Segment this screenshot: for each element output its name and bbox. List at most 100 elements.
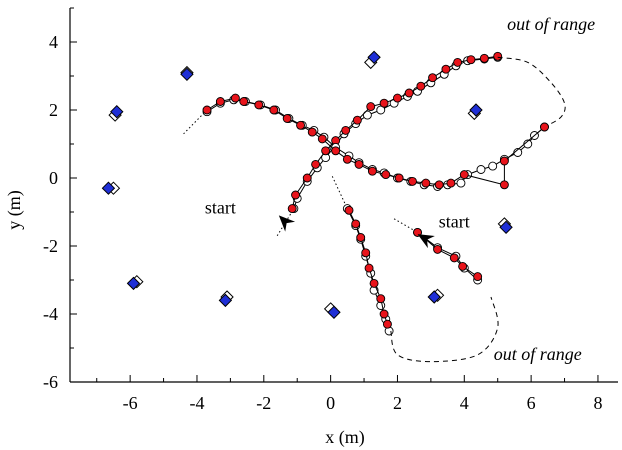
x-tick-label: -4: [189, 393, 204, 413]
trajectory-1-out-estimate-point: [369, 278, 379, 288]
trajectory-0-return-estimate-point: [254, 100, 264, 110]
trajectory-2-out-estimate-point: [458, 261, 468, 271]
trajectory-0-return-estimate-point: [499, 156, 509, 166]
trajectory-0-return-true-point: [476, 165, 486, 174]
trajectory-0-out-dotted-tail: [276, 208, 295, 237]
trajectory-1-out-estimate-point: [376, 294, 386, 304]
trajectory-0-out-estimate-point: [287, 204, 297, 214]
x-tick-label: 2: [393, 393, 402, 413]
landmark-estimate-marker: [367, 50, 381, 65]
trajectory-2-out-estimate-point: [433, 244, 443, 254]
plot-area: start start out of range out of range: [101, 14, 595, 364]
trajectory-2-out-estimate-point: [449, 253, 459, 263]
trajectory-0-return-estimate-point: [408, 176, 417, 186]
trajectory-0-out-estimate-point: [366, 102, 376, 112]
trajectory-0-return-dotted-tail: [183, 109, 208, 135]
landmark-estimate-marker: [499, 220, 513, 235]
trajectory-1-out-estimate-point: [356, 233, 366, 242]
annotation-start-left: start: [205, 198, 236, 218]
landmark-estimate-marker: [469, 103, 483, 117]
trajectory-0-return-estimate-point: [202, 105, 212, 115]
x-tick-label: 6: [527, 393, 536, 413]
y-tick-label: -4: [43, 304, 58, 324]
x-tick-label: 4: [460, 393, 469, 413]
trajectory-0-return-estimate-point: [446, 178, 456, 188]
trajectory-0-out-estimate-point: [321, 146, 331, 156]
trajectory-0-out-estimate-point: [341, 125, 351, 135]
trajectory-0-out-estimate-line: [291, 55, 498, 209]
x-tick-label: -6: [123, 393, 138, 413]
trajectory-0-out-estimate-point: [379, 98, 389, 108]
y-axis-label: y (m): [4, 190, 25, 230]
trajectory-0-return-estimate-point: [269, 105, 279, 115]
trajectory-1-out-estimate-point: [364, 263, 374, 273]
trajectory-2-out-estimate-point: [473, 272, 483, 282]
y-tick-label: -6: [43, 372, 58, 392]
trajectory-0-return-estimate-point: [394, 173, 404, 183]
landmark-estimate-marker: [327, 305, 341, 320]
trajectory-0-return-estimate-point: [239, 97, 249, 106]
trajectory-0-out-estimate-point: [466, 55, 476, 65]
trajectory-0-return-estimate-point: [434, 180, 444, 190]
trajectory-0-out-estimate-point: [302, 173, 312, 183]
trajectory-0-out-estimate-point: [428, 73, 437, 83]
trajectory-0-out-estimate-point: [311, 159, 321, 169]
y-tick-label: 0: [49, 168, 58, 188]
trajectory-0-out-estimate-point: [393, 93, 402, 103]
trajectory-1-out-estimate-point: [361, 248, 371, 258]
x-tick-label: 0: [326, 393, 335, 413]
trajectory-0-out-estimate-point: [493, 51, 503, 61]
trajectory-0-out-estimate-point: [352, 115, 362, 125]
trajectory-2-out-dotted-tail: [393, 218, 418, 233]
x-axis-label: x (m): [325, 427, 365, 448]
landmark-estimate-marker: [101, 181, 116, 195]
trajectory-0-out-of-range-gap: [497, 56, 566, 128]
trajectory-0-out-estimate-point: [453, 57, 463, 67]
trajectory-1-out-estimate-point: [344, 205, 354, 215]
start-arrow-0: [278, 215, 296, 232]
trajectory-0-return-estimate-point: [331, 146, 341, 156]
start-arrow-2: [417, 234, 435, 249]
trajectory-0-return-estimate-point: [381, 170, 391, 180]
trajectory-0-out-estimate-point: [291, 190, 300, 200]
trajectory-0-return-estimate-point: [459, 170, 469, 180]
trajectory-0-return-estimate-point: [499, 180, 509, 190]
x-tick-label: -2: [256, 393, 271, 413]
annotation-oor-bottom: out of range: [494, 344, 582, 364]
trajectory-0-return-estimate-point: [317, 134, 327, 144]
trajectory-0-out-estimate-point: [479, 53, 489, 63]
y-tick-label: -2: [43, 236, 58, 256]
trajectory-0-return-estimate-point: [230, 93, 240, 103]
y-tick-label: 2: [49, 100, 58, 120]
landmark-estimate-marker: [427, 290, 441, 304]
landmark-estimate-marker: [110, 104, 124, 119]
trajectory-0-return-estimate-point: [215, 97, 225, 106]
axes: -6 -4 -2 0 2 4 6 8 -6 -4 -2 0 2 4: [43, 7, 618, 413]
trajectory-0-return-estimate-point: [354, 159, 364, 169]
trajectory-0-return-estimate-point: [307, 127, 317, 137]
landmark-estimate-marker: [218, 293, 233, 308]
trajectory-0-return-estimate-point: [282, 114, 292, 123]
trajectory-0-out-estimate-point: [441, 64, 451, 74]
trajectory-0-out-estimate-point: [404, 88, 414, 98]
trajectory-0-return-estimate-point: [342, 154, 352, 164]
landmark-estimate-marker: [126, 276, 141, 291]
trajectory-0-return-true-point: [488, 161, 498, 171]
trajectory-0-out-true-point: [362, 110, 372, 120]
trajectory-0-return-estimate-point: [421, 178, 431, 188]
trajectory-1-out-of-range-gap: [390, 296, 499, 363]
trajectory-0-return-estimate-point: [296, 120, 306, 130]
landmark-estimate-marker: [180, 67, 194, 82]
annotation-start-right: start: [439, 211, 470, 231]
trajectory-0-return-estimate-point: [367, 166, 377, 176]
trajectory-1-out-dotted-tail: [331, 176, 348, 209]
trajectory-1-out-estimate-point: [351, 219, 361, 229]
trajectory-1-out-estimate-point: [382, 319, 392, 329]
trajectory-0-out-estimate-point: [416, 81, 426, 91]
x-tick-label: 8: [593, 393, 602, 413]
trajectory-0-return-estimate-point: [540, 122, 549, 132]
trajectory-1-out-estimate-point: [379, 309, 389, 319]
y-tick-label: 4: [49, 32, 58, 52]
trajectory-0-return-true-point: [456, 178, 466, 188]
